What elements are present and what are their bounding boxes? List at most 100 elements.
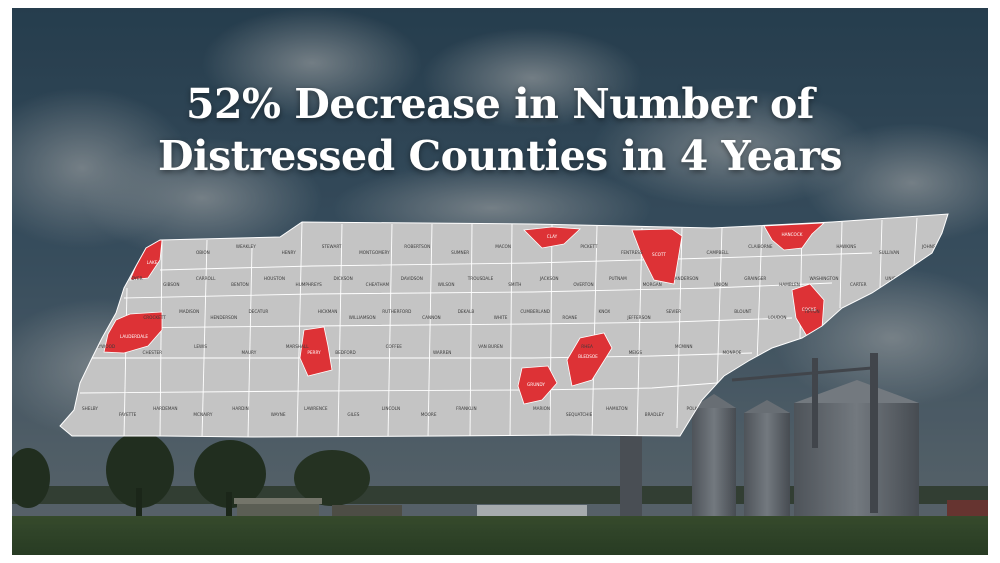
county-border-line [159, 239, 163, 437]
county-label: UNION [714, 282, 728, 287]
county-label: STEWART [322, 244, 342, 249]
county-label: PICKETT [580, 244, 598, 249]
county-label: LAUDERDALE [120, 334, 148, 339]
distressed-county-lauderdale [103, 311, 163, 354]
county-label: MADISON [179, 309, 199, 314]
county-border-line [636, 227, 643, 437]
county-label: LOUDON [768, 315, 786, 320]
county-label: WEAKLEY [236, 244, 256, 249]
county-label: WAYNE [271, 412, 286, 417]
county-label: HAMBLEN [779, 282, 800, 287]
photo-frame: 52% Decrease in Number of Distressed Cou… [12, 8, 988, 555]
state-fill-group: LAKE OBION WEAKLEY HENRY STEWART MONTGOMERY RO… [60, 214, 948, 437]
county-label: OVERTON [573, 282, 593, 287]
county-label: LEWIS [194, 344, 207, 349]
county-label: CROCKETT [143, 315, 166, 320]
county-label: CARROLL [196, 276, 216, 281]
county-label: BENTON [231, 282, 249, 287]
county-border-line [549, 223, 553, 437]
county-label: CARTER [850, 282, 867, 287]
county-label: DAVIDSON [401, 276, 423, 281]
county-label: RUTHERFORD [382, 309, 411, 314]
county-label: CANNON [422, 315, 440, 320]
county-label: WILSON [438, 282, 455, 287]
county-label: HAMILTON [606, 406, 628, 411]
tennessee-county-map: LAKE OBION WEAKLEY HENRY STEWART MONTGOMERY RO… [59, 213, 949, 438]
county-label: HENRY [282, 250, 297, 255]
county-label: BLEDSOE [578, 354, 598, 359]
county-label: HUMPHREYS [296, 282, 323, 287]
headline-line-2: Distressed Counties in 4 Years [157, 132, 843, 180]
county-border-line [296, 221, 303, 437]
county-label: UNICOI [885, 276, 900, 281]
county-label: MCMINN [675, 344, 693, 349]
county-labels: LAKE OBION WEAKLEY HENRY STEWART MONTGOMERY RO… [82, 232, 942, 417]
county-border-line [201, 239, 208, 437]
county-label: MORGAN [643, 282, 662, 287]
county-label: MCNAIRY [193, 412, 212, 417]
headline-line-1: 52% Decrease in Number of [185, 80, 815, 128]
county-border-line [92, 352, 753, 359]
county-border-line [591, 225, 598, 437]
distressed-county-bledsoe [566, 332, 613, 387]
county-label: HICKMAN [318, 309, 338, 314]
county-label: HAWKINS [836, 244, 856, 249]
county-label: DEKALB [458, 309, 475, 314]
county-label: DECATUR [248, 309, 268, 314]
county-label: RHEA [581, 344, 593, 349]
county-border-line [111, 317, 793, 329]
county-label: CHEATHAM [366, 282, 390, 287]
county-label: GRUNDY [527, 382, 545, 387]
county-label: MOORE [421, 412, 437, 417]
county-label: SCOTT [652, 252, 666, 257]
county-border-line [716, 227, 723, 389]
county-label: HARDEMAN [153, 406, 177, 411]
distressed-counties [103, 222, 826, 405]
distressed-county-perry [299, 326, 333, 377]
county-label: GIBSON [163, 282, 179, 287]
county-border-line [337, 223, 343, 437]
county-label: MAURY [242, 350, 257, 355]
county-border-line [469, 223, 473, 437]
county-label: DYER [131, 276, 142, 281]
county-label: FAYETTE [119, 412, 137, 417]
county-label: CUMBERLAND [520, 309, 550, 314]
county-label: CAMPBELL [707, 250, 730, 255]
county-label: ROBERTSON [404, 244, 430, 249]
distressed-county-scott [631, 228, 683, 285]
county-label: CLAIBORNE [748, 244, 773, 249]
county-label: SEQUATCHIE [566, 412, 593, 417]
county-label: SEVIER [666, 309, 681, 314]
county-label: HENDERSON [210, 315, 237, 320]
county-label: HOUSTON [264, 276, 285, 281]
county-label: FENTRESS [621, 250, 643, 255]
county-border-line [509, 223, 513, 437]
county-label: CHESTER [143, 350, 163, 355]
county-label: PERRY [307, 350, 321, 355]
county-label: JACKSON [539, 276, 559, 281]
county-border-line [676, 227, 683, 429]
county-label: HAYWOOD [93, 344, 115, 349]
county-border-line [839, 221, 843, 309]
county-label: SHELBY [82, 406, 98, 411]
county-label: CLAY [547, 234, 558, 239]
county-label: FRANKLIN [456, 406, 477, 411]
county-label: ROANE [562, 315, 577, 320]
county-label: GRAINGER [744, 276, 766, 281]
county-label: SULLIVAN [879, 250, 899, 255]
county-label: WILLIAMSON [349, 315, 376, 320]
county-border-line [387, 223, 393, 437]
county-label: LAKE [147, 260, 158, 265]
county-label: ANDERSON [675, 276, 699, 281]
distressed-county-hancock [763, 222, 826, 251]
county-label: MARSHALL [286, 344, 309, 349]
county-label: JOHNSON [921, 244, 942, 249]
county-label: WARREN [433, 350, 451, 355]
county-label: GILES [347, 412, 359, 417]
county-label: LINCOLN [382, 406, 400, 411]
county-border-line [159, 252, 873, 271]
headline: 52% Decrease in Number of Distressed Cou… [12, 78, 988, 182]
county-label: HARDIN [232, 406, 249, 411]
county-border-line [427, 223, 433, 437]
county-label: SMITH [508, 282, 521, 287]
